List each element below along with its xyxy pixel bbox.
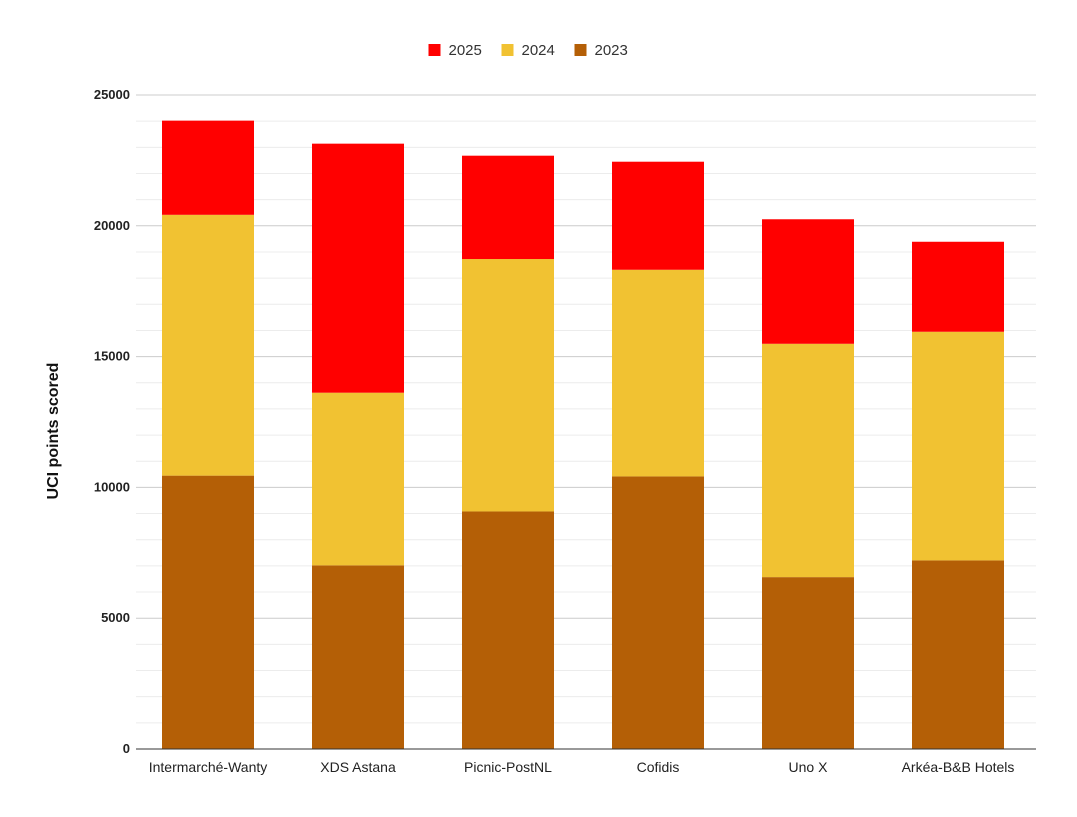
bars	[162, 120, 1004, 749]
legend-swatch	[574, 44, 587, 56]
x-category-label: Arkéa-B&B Hotels	[902, 759, 1015, 775]
gridlines	[136, 94, 1036, 724]
bar-segment-2025	[612, 161, 704, 270]
x-category-label: Uno X	[789, 759, 829, 775]
x-axis-categories: Intermarché-Wanty XDS Astana Picnic-PostNL…	[149, 759, 1015, 775]
bar-segment-2023	[312, 565, 404, 749]
legend-swatch	[501, 44, 514, 56]
legend: 2025 2024 2023	[428, 42, 628, 59]
x-category-label: Cofidis	[637, 759, 680, 775]
bar-segment-2023	[762, 577, 854, 749]
bar-segment-2024	[912, 331, 1004, 561]
y-tick-label: 25000	[94, 87, 130, 102]
bar-segment-2023	[162, 475, 254, 749]
y-tick-label: 5000	[101, 610, 130, 625]
legend-swatch	[428, 44, 441, 56]
bar-segment-2024	[312, 392, 404, 566]
bar-segment-2025	[762, 219, 854, 344]
bar-segment-2024	[762, 343, 854, 578]
legend-label: 2024	[522, 42, 555, 59]
y-axis-ticks: 0 5000 10000 15000 20000 25000	[94, 87, 130, 756]
y-axis-title: UCI points scored	[45, 363, 62, 500]
bar-segment-2024	[162, 214, 254, 476]
bar-segment-2023	[912, 560, 1004, 749]
y-tick-label: 0	[123, 741, 130, 756]
bar-segment-2024	[462, 259, 554, 512]
bar-segment-2023	[462, 511, 554, 749]
bar-segment-2025	[912, 241, 1004, 332]
y-tick-label: 10000	[94, 479, 130, 494]
bar-segment-2025	[162, 120, 254, 215]
x-category-label: Intermarché-Wanty	[149, 759, 268, 775]
bar-segment-2024	[612, 269, 704, 477]
y-tick-label: 15000	[94, 349, 130, 364]
y-tick-label: 20000	[94, 218, 130, 233]
x-category-label: XDS Astana	[320, 759, 396, 775]
bar-segment-2023	[612, 476, 704, 749]
legend-label: 2025	[449, 42, 482, 59]
bar-segment-2025	[312, 143, 404, 393]
x-category-label: Picnic-PostNL	[464, 759, 552, 775]
legend-label: 2023	[595, 42, 628, 59]
bar-segment-2025	[462, 155, 554, 260]
